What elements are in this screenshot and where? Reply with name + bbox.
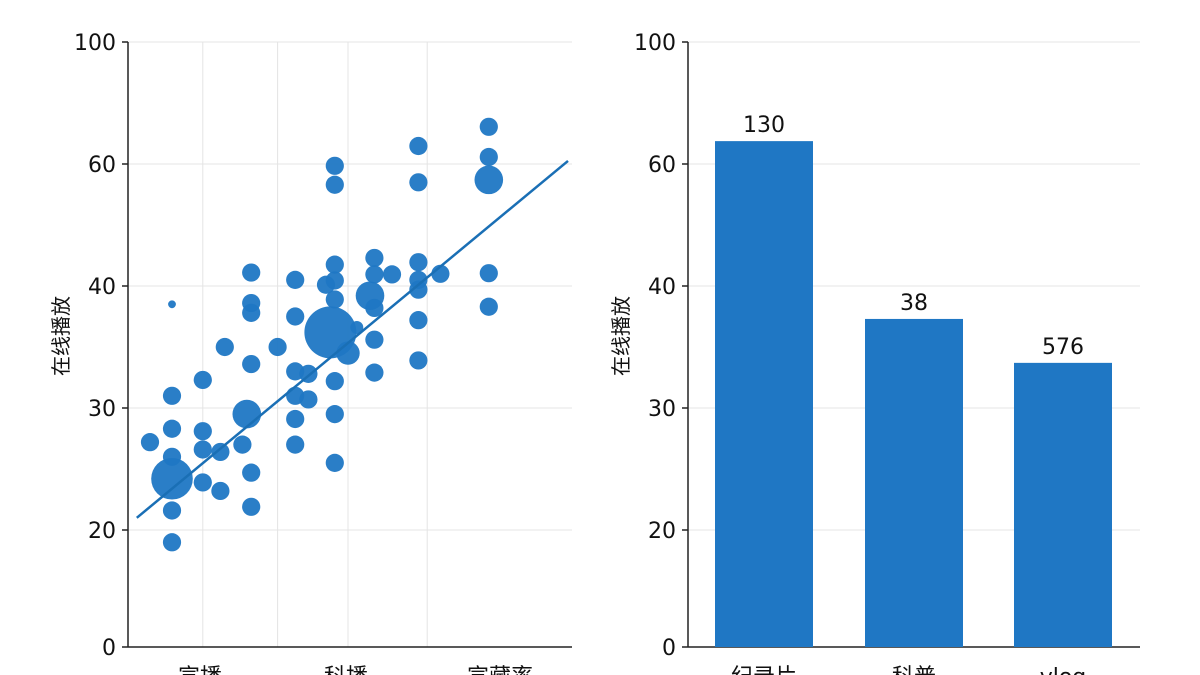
scatter-point: [162, 419, 182, 438]
scatter-point: [325, 175, 344, 194]
scatter-point: [409, 280, 428, 299]
scatter-point: [193, 440, 212, 459]
scatter-point: [325, 156, 344, 175]
scatter-point: [162, 533, 182, 552]
scatter-point: [215, 337, 234, 357]
y-tick-label: 30: [88, 397, 116, 422]
scatter-point: [325, 372, 344, 391]
scatter-point: [232, 399, 262, 429]
scatter-point: [193, 473, 212, 492]
scatter-point: [162, 386, 182, 405]
bar: [1014, 362, 1112, 647]
x-category-label: 宣藏率: [467, 665, 533, 675]
scatter-point: [474, 165, 504, 195]
y-tick-label: 20: [648, 519, 676, 544]
scatter-point: [211, 442, 230, 462]
scatter-point: [242, 263, 261, 282]
scatter-point: [365, 248, 384, 268]
x-category-label: 宣播: [178, 665, 222, 675]
scatter-point: [211, 481, 230, 501]
scatter-point: [268, 337, 287, 357]
scatter-point: [299, 390, 318, 409]
bar-data-label: 130: [743, 113, 785, 138]
trend-line: [136, 159, 569, 519]
scatter-point: [479, 297, 498, 316]
y-tick-label: 0: [102, 636, 116, 661]
scatter-chart: 0 20 30 40 60 100 在线播放宣播 科播 宣藏率: [49, 31, 572, 675]
scatter-point: [409, 311, 428, 330]
scatter-point: [365, 265, 384, 284]
scatter-point: [242, 303, 261, 322]
scatter-point: [325, 271, 344, 290]
y-axis-label: 在线播放: [609, 296, 633, 376]
scatter-point: [365, 363, 384, 382]
x-category-label: 科普: [892, 665, 936, 675]
scatter-point: [365, 330, 384, 349]
scatter-point: [242, 497, 261, 516]
x-category-label: 科播: [324, 665, 368, 675]
y-tick-label: 40: [88, 275, 116, 300]
y-tick-label: 60: [648, 153, 676, 178]
scatter-point: [162, 501, 182, 520]
scatter-point: [193, 370, 212, 390]
scatter-point: [409, 136, 428, 156]
y-tick-label: 30: [648, 397, 676, 422]
scatter-point: [286, 307, 305, 326]
bar-data-label: 38: [900, 291, 928, 316]
scatter-point: [242, 463, 261, 482]
scatter-point: [365, 298, 384, 318]
scatter-point: [382, 265, 402, 284]
bar-data-label: 576: [1042, 335, 1084, 360]
scatter-point: [286, 409, 305, 429]
scatter-point: [325, 405, 344, 424]
x-category-label: 纪录片: [731, 665, 797, 675]
y-tick-label: 0: [662, 636, 676, 661]
bar: [715, 141, 813, 647]
scatter-point: [325, 453, 344, 472]
bar-chart: 0 20 30 40 60 100 在线播放 130 纪录片 38 科普 576 vlog: [609, 31, 1140, 675]
scatter-point: [350, 320, 364, 334]
scatter-point: [151, 457, 193, 500]
scatter-point: [325, 255, 344, 274]
scatter-point: [193, 422, 212, 441]
scatter-point: [409, 351, 428, 370]
scatter-point: [336, 341, 360, 365]
y-tick-label: 20: [88, 519, 116, 544]
y-tick-label: 40: [648, 275, 676, 300]
scatter-point: [479, 117, 498, 136]
scatter-point: [409, 253, 428, 272]
y-axis-label: 在线播放: [49, 296, 73, 376]
scatter-point: [286, 435, 305, 454]
scatter-point: [479, 264, 498, 283]
y-tick-label: 100: [74, 31, 116, 56]
x-category-label: vlog: [1040, 665, 1087, 675]
scatter-point: [286, 270, 305, 289]
scatter-point: [409, 173, 428, 192]
scatter-point: [242, 354, 261, 374]
scatter-point: [479, 147, 498, 167]
bar: [865, 318, 963, 647]
scatter-point: [168, 300, 176, 309]
scatter-point: [140, 433, 160, 452]
y-tick-label: 100: [634, 31, 676, 56]
scatter-point: [325, 290, 344, 309]
scatter-point: [233, 435, 252, 454]
y-tick-label: 60: [88, 153, 116, 178]
